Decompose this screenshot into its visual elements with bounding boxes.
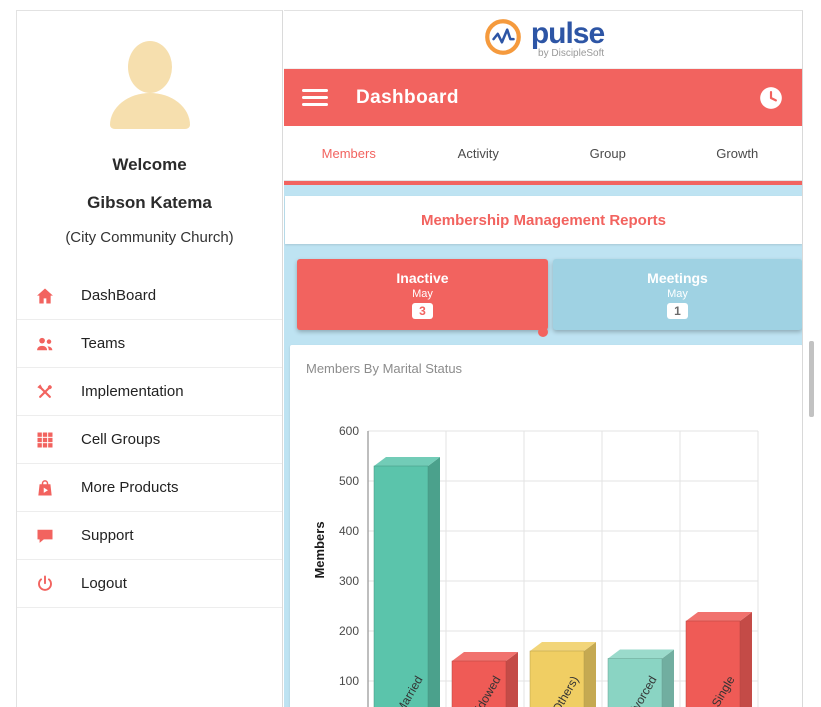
logo-word: pulse <box>530 17 605 50</box>
inactive-summary-card[interactable]: Inactive May 3 <box>297 259 548 330</box>
page-title: Dashboard <box>356 86 459 108</box>
sidebar-item-label: DashBoard <box>81 287 157 304</box>
church-name: (City Community Church) <box>65 229 234 246</box>
logo-text: pulse by DiscipleSoft <box>530 17 605 60</box>
summary-card-title: Meetings <box>647 270 708 286</box>
svg-text:100: 100 <box>339 674 359 688</box>
svg-text:200: 200 <box>339 624 359 638</box>
reports-header-card: Membership Management Reports <box>285 196 802 244</box>
teams-icon <box>33 334 57 354</box>
chart-title: Members By Marital Status <box>306 361 463 376</box>
avatar <box>109 41 190 129</box>
sidebar-item-label: Logout <box>81 575 127 592</box>
sidebar-item-label: Support <box>81 527 134 544</box>
grid-icon <box>33 430 57 450</box>
meetings-summary-card[interactable]: Meetings May 1 <box>553 259 802 330</box>
avatar-head <box>127 41 172 93</box>
count-badge: 3 <box>412 303 433 319</box>
summary-card-title: Inactive <box>396 270 449 286</box>
app-header: Dashboard <box>284 69 802 126</box>
support-icon <box>33 526 57 546</box>
sidebar-item-implementation[interactable]: Implementation <box>17 368 282 416</box>
sidebar-item-logout[interactable]: Logout <box>17 560 282 608</box>
sidebar-item-cell-groups[interactable]: Cell Groups <box>17 416 282 464</box>
sidebar-item-label: Implementation <box>81 383 184 400</box>
pulse-logo-icon <box>482 16 524 63</box>
clock-icon[interactable] <box>758 85 784 111</box>
dashboard-content: Membership Management Reports Inactive M… <box>284 185 802 707</box>
sidebar: Welcome Gibson Katema (City Community Ch… <box>16 10 283 707</box>
summary-card-subtitle: May <box>412 288 433 300</box>
marital-status-chart-card: Members By Marital Status 100 200 300 400 50… <box>290 345 802 707</box>
tab-group[interactable]: Group <box>589 145 626 161</box>
svg-text:400: 400 <box>339 524 359 538</box>
accent-strip <box>284 181 802 185</box>
tab-bar: Members Activity Group Growth <box>284 126 802 181</box>
user-name: Gibson Katema <box>87 193 212 212</box>
sidebar-item-support[interactable]: Support <box>17 512 282 560</box>
sidebar-item-dashboard[interactable]: DashBoard <box>17 272 282 320</box>
avatar-shoulders <box>109 93 190 129</box>
logo-subtext: by DiscipleSoft <box>538 48 605 59</box>
home-icon <box>33 286 57 306</box>
reports-title: Membership Management Reports <box>420 211 667 229</box>
sidebar-item-label: Teams <box>81 335 126 352</box>
summary-card-subtitle: May <box>667 288 688 300</box>
scrollbar-thumb[interactable] <box>809 341 814 417</box>
svg-text:600: 600 <box>339 425 359 438</box>
sidebar-item-label: Cell Groups <box>81 431 161 448</box>
count-badge: 1 <box>667 303 688 319</box>
products-icon <box>33 478 57 498</box>
hamburger-menu-icon[interactable] <box>302 85 328 110</box>
main-panel: pulse by DiscipleSoft Dashboard Members … <box>284 10 803 707</box>
logout-power-icon <box>33 574 57 594</box>
sidebar-item-label: More Products <box>81 479 179 496</box>
tools-icon <box>33 382 57 402</box>
sidebar-menu: DashBoard Teams Implementation <box>17 272 282 608</box>
svg-text:500: 500 <box>339 474 359 488</box>
svg-text:Members: Members <box>312 521 327 578</box>
sidebar-item-more-products[interactable]: More Products <box>17 464 282 512</box>
sidebar-item-teams[interactable]: Teams <box>17 320 282 368</box>
tab-activity[interactable]: Activity <box>457 145 499 161</box>
welcome-text: Welcome <box>112 155 187 174</box>
notification-dot <box>538 327 548 337</box>
svg-text:300: 300 <box>339 574 359 588</box>
tab-growth[interactable]: Growth <box>716 145 759 161</box>
logo-bar: pulse by DiscipleSoft <box>284 11 802 69</box>
tab-members[interactable]: Members <box>321 145 376 161</box>
